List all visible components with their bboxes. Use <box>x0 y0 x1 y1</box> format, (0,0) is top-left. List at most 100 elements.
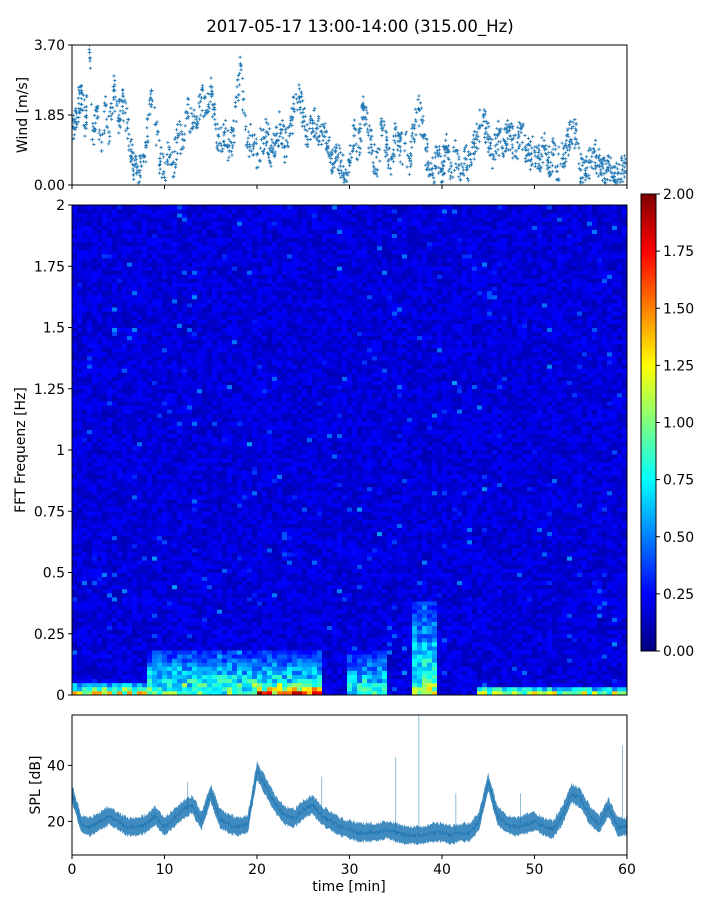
spectrogram-cell <box>122 527 128 533</box>
spectrogram-cell <box>157 315 163 320</box>
spectrogram-cell <box>132 462 138 467</box>
spectrogram-cell <box>122 331 128 337</box>
spectrogram-cell <box>162 286 168 292</box>
wind-point <box>92 113 97 118</box>
spectrogram-cell <box>192 433 198 439</box>
spectrogram-cell <box>97 286 103 292</box>
spectrogram-cell <box>202 588 208 594</box>
spectrogram-cell <box>182 445 188 451</box>
spectrogram-cell <box>137 294 143 300</box>
wind-point <box>224 126 228 130</box>
spectrogram-cell <box>172 274 178 279</box>
wind-point <box>486 137 491 142</box>
spectrogram-cell <box>157 470 163 475</box>
spectrogram-cell <box>142 237 148 243</box>
spectrogram-cell <box>207 650 213 655</box>
spectrogram-cell <box>167 217 173 222</box>
spectrogram-cell <box>152 274 158 279</box>
spectrogram-cell <box>157 613 163 618</box>
spectrogram-cell <box>177 601 183 606</box>
wind-point <box>200 109 204 113</box>
spectrogram-cell <box>72 209 78 214</box>
spectrogram-cell <box>107 641 113 647</box>
spectrogram-cell <box>187 674 193 680</box>
spectrogram-cell <box>192 670 198 675</box>
spectrogram-cell <box>142 609 148 614</box>
wind-point <box>465 176 470 181</box>
spectrogram-cell <box>97 450 103 455</box>
spectrogram-cell <box>87 601 93 606</box>
spectrogram-cell <box>72 429 78 435</box>
spectrogram-cell <box>177 352 183 357</box>
spectrogram-cell <box>187 637 193 643</box>
wind-point <box>233 100 238 105</box>
spectrogram-cell <box>202 209 208 214</box>
spectrogram-cell <box>147 621 153 626</box>
wind-point <box>308 121 312 125</box>
spectrogram-cell <box>157 539 163 545</box>
spectrogram-cell <box>127 237 133 243</box>
spectrogram-cell <box>202 323 208 328</box>
spectrogram-cell <box>207 646 213 651</box>
spectrogram-cell <box>142 654 148 659</box>
spectrogram-cell <box>182 396 188 402</box>
spectrogram-cell <box>137 245 143 251</box>
spectrogram-cell <box>142 221 148 226</box>
spectrogram-cell <box>182 454 188 459</box>
spectrogram-cell <box>202 282 208 288</box>
spectrogram-cell <box>82 205 88 210</box>
spectrogram-cell <box>172 535 178 541</box>
wind-point <box>138 175 143 179</box>
spectrogram-cell <box>87 274 93 279</box>
spectrogram-cell <box>142 286 148 292</box>
spectrogram-cell <box>117 245 123 251</box>
spectrogram-cell <box>122 307 128 312</box>
spectrogram-cell <box>162 343 168 349</box>
spectrogram-cell <box>167 380 173 386</box>
spectrogram-cell <box>177 605 183 610</box>
spectrogram-cell <box>162 401 168 406</box>
spectrogram-cell <box>182 221 188 226</box>
spectrogram-cell <box>77 335 83 341</box>
spectrogram-cell <box>92 454 98 459</box>
wind-point <box>97 138 101 142</box>
spectrogram-cell <box>167 343 173 349</box>
spectrogram-cell <box>97 686 103 692</box>
spectrogram-cell <box>157 372 163 377</box>
spectrogram-cell <box>92 572 98 577</box>
spectrogram-cell <box>132 409 138 414</box>
spectrogram-cell <box>132 429 138 435</box>
spectrogram-cell <box>97 245 103 251</box>
spectrogram-cell <box>102 303 108 308</box>
wind-point <box>561 152 565 157</box>
spectrogram-cell <box>202 609 208 614</box>
wind-point <box>528 139 533 144</box>
spectrogram-cell <box>87 213 93 218</box>
wind-point <box>308 137 312 142</box>
spectrogram-cell <box>192 686 198 692</box>
spectrogram-cell <box>202 450 208 455</box>
spectrogram-cell <box>172 523 178 528</box>
spectrogram-cell <box>197 343 203 349</box>
wind-point <box>364 105 368 109</box>
spectrogram-cell <box>137 458 143 463</box>
spectrogram-cell <box>147 429 153 435</box>
spectrogram-cell <box>177 629 183 635</box>
wind-point <box>443 138 448 142</box>
spectrogram-cell <box>192 650 198 655</box>
spectrogram-cell <box>172 605 178 610</box>
spectrogram-cell <box>127 584 133 590</box>
spectrogram-cell <box>107 588 113 594</box>
spectrogram-cell <box>107 658 113 663</box>
spectrogram-cell <box>97 368 103 373</box>
spectrogram-cell <box>122 458 128 463</box>
spectrogram-cell <box>182 482 188 488</box>
spectrogram-cell <box>197 629 203 635</box>
spectrogram-cell <box>192 388 198 394</box>
spectrogram-cell <box>192 249 198 255</box>
spectrogram-cell <box>92 592 98 598</box>
spectrogram-cell <box>132 519 138 524</box>
spectrogram-cell <box>172 682 178 688</box>
spectrogram-cell <box>82 417 88 422</box>
spectrogram-cell <box>192 425 198 430</box>
